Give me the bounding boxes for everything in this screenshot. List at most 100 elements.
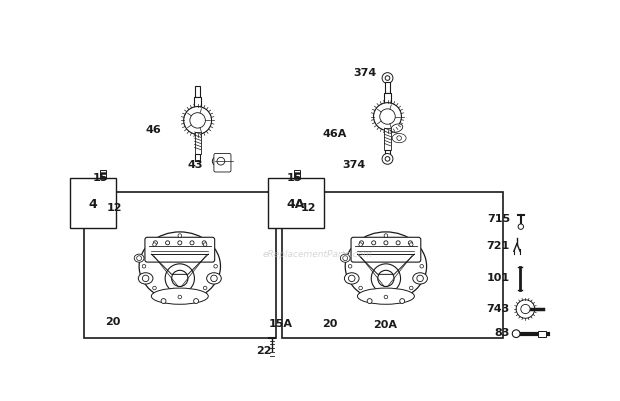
Circle shape (211, 275, 217, 282)
Ellipse shape (212, 156, 229, 168)
Text: 15: 15 (93, 172, 108, 182)
Bar (195, 154, 200, 162)
Text: 12: 12 (107, 203, 123, 213)
Circle shape (417, 275, 423, 282)
Bar (194, 98, 201, 112)
Text: 43: 43 (187, 160, 203, 170)
Circle shape (360, 241, 363, 245)
Circle shape (512, 330, 520, 338)
Circle shape (165, 264, 195, 293)
Text: 20: 20 (105, 316, 120, 326)
Circle shape (203, 243, 207, 247)
Text: 4A: 4A (286, 197, 305, 210)
Circle shape (161, 299, 166, 304)
Circle shape (202, 241, 206, 245)
Circle shape (343, 256, 348, 261)
Circle shape (348, 275, 355, 282)
Text: 20A: 20A (374, 320, 397, 330)
Circle shape (100, 178, 106, 184)
Text: 743: 743 (487, 303, 510, 313)
Circle shape (371, 241, 376, 245)
Circle shape (153, 243, 156, 247)
Circle shape (153, 286, 156, 290)
Circle shape (420, 265, 423, 268)
Circle shape (382, 154, 393, 165)
Circle shape (409, 243, 413, 247)
Circle shape (217, 158, 224, 166)
FancyBboxPatch shape (351, 238, 421, 262)
Circle shape (409, 241, 412, 245)
FancyBboxPatch shape (145, 238, 215, 262)
Ellipse shape (392, 134, 406, 144)
Text: 101: 101 (487, 272, 510, 282)
Circle shape (521, 305, 530, 314)
Circle shape (396, 241, 400, 245)
Text: 46A: 46A (323, 129, 347, 139)
Circle shape (143, 275, 149, 282)
Circle shape (518, 225, 523, 230)
Bar (384, 94, 391, 108)
Circle shape (214, 265, 218, 268)
Circle shape (348, 265, 352, 268)
Bar (384, 129, 391, 150)
Ellipse shape (340, 255, 350, 263)
Circle shape (193, 299, 198, 304)
Circle shape (400, 299, 405, 304)
Circle shape (409, 286, 413, 290)
Ellipse shape (139, 232, 221, 301)
Circle shape (384, 241, 388, 245)
Ellipse shape (388, 133, 399, 140)
Circle shape (373, 103, 402, 131)
Circle shape (385, 77, 390, 81)
Ellipse shape (357, 288, 414, 304)
Circle shape (142, 265, 146, 268)
Text: 20: 20 (322, 318, 338, 328)
Ellipse shape (151, 288, 208, 304)
Circle shape (184, 107, 211, 135)
Ellipse shape (345, 273, 359, 284)
Text: 46: 46 (146, 125, 161, 134)
Circle shape (294, 178, 300, 184)
FancyBboxPatch shape (214, 154, 231, 172)
Ellipse shape (135, 255, 144, 263)
Bar (538, 331, 546, 337)
Circle shape (153, 241, 157, 245)
Text: 15: 15 (286, 172, 302, 182)
Bar (195, 133, 201, 154)
Circle shape (178, 241, 182, 245)
Circle shape (136, 256, 141, 261)
Bar (385, 83, 390, 94)
Circle shape (359, 286, 362, 290)
Circle shape (367, 299, 372, 304)
Text: 4: 4 (88, 197, 97, 210)
Text: 22: 22 (255, 345, 272, 355)
Ellipse shape (391, 125, 403, 133)
Bar (282, 192, 503, 338)
Text: 715: 715 (487, 214, 510, 224)
Circle shape (382, 73, 393, 84)
Bar (195, 87, 200, 98)
Text: 15A: 15A (269, 318, 293, 328)
Circle shape (397, 136, 402, 141)
Circle shape (516, 300, 534, 318)
Circle shape (166, 241, 170, 245)
Bar (84, 192, 276, 338)
Circle shape (378, 271, 394, 287)
Text: 374: 374 (353, 68, 377, 78)
Ellipse shape (413, 273, 427, 284)
Text: 721: 721 (487, 241, 510, 251)
Circle shape (203, 286, 207, 290)
Circle shape (359, 243, 362, 247)
Circle shape (178, 296, 182, 299)
Circle shape (172, 271, 188, 287)
Circle shape (190, 241, 194, 245)
Bar (294, 170, 300, 181)
Circle shape (178, 234, 182, 238)
Bar (100, 170, 106, 181)
Ellipse shape (345, 232, 427, 301)
Circle shape (385, 157, 390, 162)
Text: eReplacementParts.com: eReplacementParts.com (263, 249, 373, 259)
Text: 12: 12 (301, 203, 316, 213)
Circle shape (190, 113, 205, 129)
Ellipse shape (138, 273, 153, 284)
